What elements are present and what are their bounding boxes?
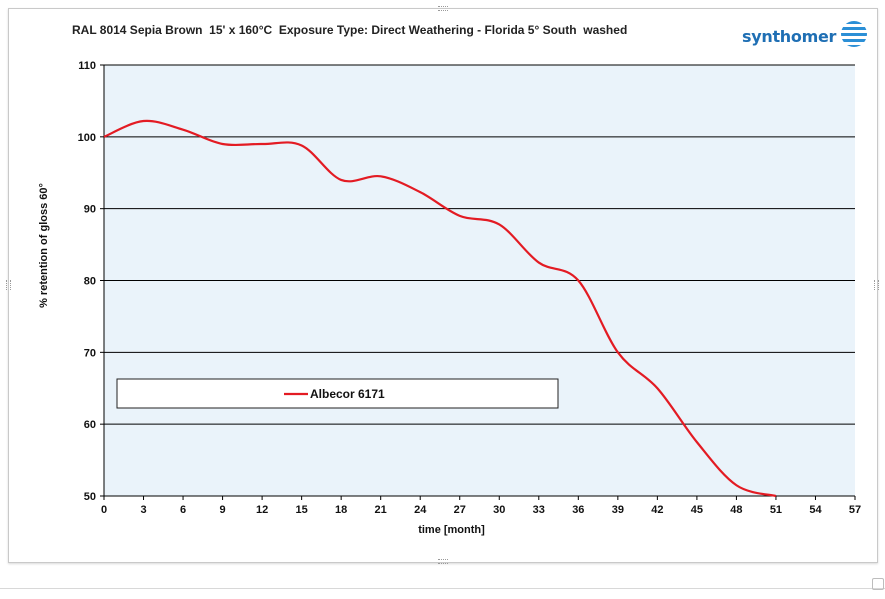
legend-box [116, 378, 559, 409]
x-tick-label: 15 [296, 504, 308, 516]
y-tick-label: 50 [84, 491, 96, 503]
x-tick-label: 30 [493, 504, 505, 516]
y-tick-label: 90 [84, 204, 96, 216]
x-tick-label: 18 [335, 504, 347, 516]
x-tick-label: 3 [140, 504, 146, 516]
page-divider [0, 588, 885, 589]
resize-handle-bottom[interactable] [438, 559, 448, 564]
x-tick-label: 48 [730, 504, 742, 516]
x-axis-title: time [month] [418, 524, 485, 536]
x-tick-label: 33 [533, 504, 545, 516]
x-tick-label: 39 [612, 504, 624, 516]
x-tick-label: 36 [572, 504, 584, 516]
x-tick-label: 27 [454, 504, 466, 516]
series-line [103, 119, 777, 498]
resize-handle-top[interactable] [438, 6, 448, 11]
x-tick-label: 57 [849, 504, 861, 516]
x-tick-label: 21 [375, 504, 387, 516]
x-tick-label: 51 [770, 504, 782, 516]
resize-handle-left[interactable] [6, 280, 11, 290]
x-tick-label: 45 [691, 504, 703, 516]
x-tick-label: 6 [180, 504, 186, 516]
y-tick-label: 60 [84, 419, 96, 431]
resize-handle-right[interactable] [874, 280, 879, 290]
y-tick-label: 100 [78, 132, 96, 144]
corner-icon [872, 578, 884, 590]
y-axis-title: % retention of gloss 60° [38, 183, 50, 308]
chart-title: RAL 8014 Sepia Brown 15' x 160°C Exposur… [72, 23, 628, 37]
y-tick-label: 80 [84, 276, 96, 288]
legend-label: Albecor 6171 [310, 387, 385, 401]
x-tick-label: 54 [809, 504, 822, 516]
x-tick-label: 24 [414, 504, 427, 516]
x-tick-label: 0 [101, 504, 107, 516]
synthomer-logo: synthomer [742, 16, 872, 56]
x-tick-label: 42 [651, 504, 663, 516]
synthomer-sphere-logo-icon [840, 21, 868, 47]
x-tick-label: 9 [220, 504, 226, 516]
y-tick-label: 110 [78, 60, 96, 72]
y-tick-label: 70 [84, 347, 96, 359]
x-tick-label: 12 [256, 504, 268, 516]
logo-text: synthomer [742, 27, 837, 46]
